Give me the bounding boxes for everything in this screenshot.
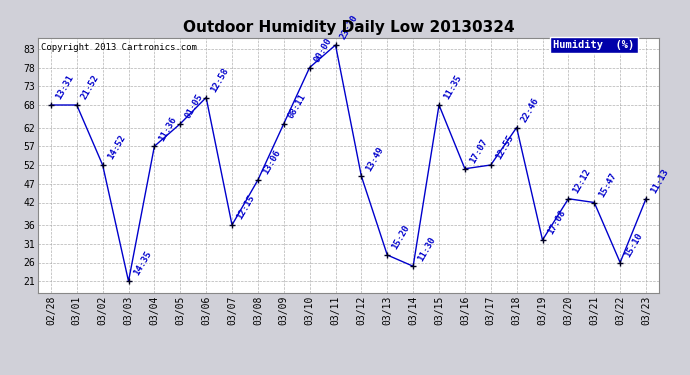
Text: 11:30: 11:30: [416, 235, 437, 262]
Text: 00:00: 00:00: [313, 36, 334, 64]
Text: 15:47: 15:47: [598, 171, 619, 199]
Text: Copyright 2013 Cartronics.com: Copyright 2013 Cartronics.com: [41, 43, 197, 52]
Text: 17:07: 17:07: [468, 137, 489, 165]
Text: 13:49: 13:49: [364, 145, 386, 172]
Text: 14:35: 14:35: [132, 250, 153, 278]
Text: 12:55: 12:55: [494, 134, 515, 161]
Text: 11:35: 11:35: [442, 74, 464, 101]
Text: 22:46: 22:46: [520, 96, 541, 124]
Text: 11:13: 11:13: [649, 167, 671, 195]
Text: 12:58: 12:58: [209, 66, 230, 94]
Text: 17:08: 17:08: [546, 209, 567, 236]
Text: 15:10: 15:10: [623, 231, 644, 259]
Text: 12:12: 12:12: [571, 167, 593, 195]
Text: 01:05: 01:05: [184, 92, 205, 120]
Text: 15:20: 15:20: [391, 224, 412, 251]
Text: 13:31: 13:31: [54, 74, 75, 101]
Text: 08:11: 08:11: [287, 92, 308, 120]
Text: 13:06: 13:06: [261, 148, 282, 176]
Text: 14:52: 14:52: [106, 134, 127, 161]
Text: 21:52: 21:52: [80, 74, 101, 101]
Text: Humidity  (%): Humidity (%): [553, 40, 635, 50]
Text: 12:15: 12:15: [235, 194, 257, 221]
Text: 23:30: 23:30: [339, 13, 360, 41]
Title: Outdoor Humidity Daily Low 20130324: Outdoor Humidity Daily Low 20130324: [183, 20, 514, 35]
Text: 11:36: 11:36: [157, 115, 179, 142]
